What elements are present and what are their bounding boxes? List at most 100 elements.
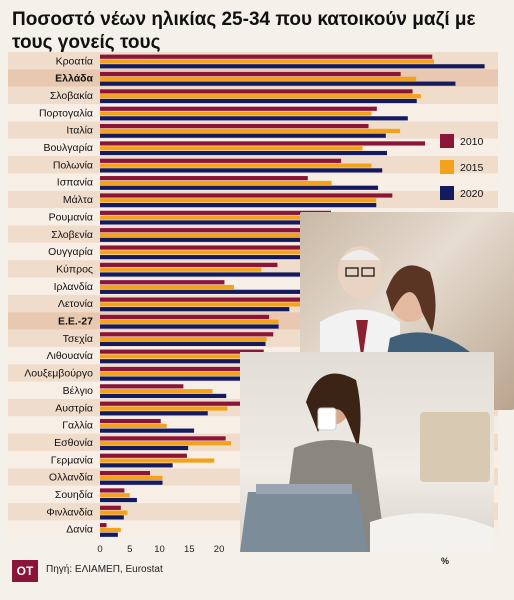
category-label: Λουξεμβούργο: [24, 368, 93, 380]
bar-2010: [100, 349, 264, 354]
bar-2015: [100, 232, 354, 238]
category-label: Ιταλία: [66, 125, 93, 137]
x-tick-label: 20: [214, 544, 225, 555]
woman-laptop-photo: [240, 352, 494, 552]
category-label: Σλοβακία: [50, 90, 93, 102]
bar-2020: [100, 185, 379, 190]
bar-2010: [100, 384, 184, 389]
bar-2015: [100, 527, 121, 533]
bar-2020: [100, 133, 386, 138]
category-label: Φινλανδία: [46, 506, 93, 518]
bar-2010: [100, 89, 413, 94]
category-label: Μάλτα: [63, 194, 93, 206]
bar-2020: [100, 168, 383, 173]
bar-2020: [100, 98, 417, 104]
bar-2020: [100, 341, 266, 346]
bar-2010: [100, 106, 377, 111]
x-tick-label: 5: [127, 544, 132, 555]
bar-2020: [100, 497, 137, 503]
bar-2015: [100, 146, 363, 151]
category-label: Ελλάδα: [55, 73, 93, 85]
bar-2020: [100, 116, 408, 121]
bar-2010: [100, 418, 161, 424]
bar-2010: [100, 262, 278, 267]
bar-2020: [100, 463, 173, 468]
bar-2010: [100, 366, 261, 372]
x-axis-label: %: [441, 556, 449, 566]
category-label: Κύπρος: [56, 263, 93, 275]
category-labels: Κροατία Ελλάδα Σλοβακία Πορτογαλία Ιταλία Βου…: [24, 55, 93, 535]
bar-2010: [100, 193, 393, 198]
bars: [100, 54, 485, 537]
bar-2015: [100, 111, 372, 116]
bar-2020: [100, 359, 264, 364]
bar-2010: [100, 488, 125, 493]
bar-2015: [100, 180, 332, 186]
bar-2010: [100, 297, 318, 302]
bar-2015: [100, 319, 279, 324]
source-note: Πηγή: ΕΛΙΑΜΕΠ, Eurostat: [46, 564, 163, 575]
bar-2020: [100, 237, 342, 242]
bar-2015: [100, 250, 337, 255]
bar-2015: [100, 510, 128, 515]
legend-label-2020: 2020: [460, 188, 484, 200]
bar-2015: [100, 76, 417, 81]
category-label: Ολλανδία: [49, 472, 93, 484]
category-label: Βουλγαρία: [43, 142, 93, 154]
bar-2015: [100, 389, 213, 394]
bar-2020: [100, 307, 290, 312]
category-label: Ιρλανδία: [54, 281, 93, 293]
bar-2015: [100, 337, 267, 342]
page-title: Ποσοστό νέων ηλικίας 25-34 που κατοικούν…: [12, 9, 476, 53]
category-label: Πολωνία: [53, 159, 93, 171]
bar-2015: [100, 493, 130, 498]
bar-2010: [100, 245, 327, 250]
bar-2015: [100, 215, 360, 220]
bar-2015: [100, 441, 231, 446]
bar-2015: [100, 371, 256, 376]
bar-2010: [100, 505, 121, 510]
bar-2010: [100, 280, 225, 285]
category-label: Λετονία: [58, 298, 93, 310]
bar-2015: [100, 302, 306, 307]
bar-2020: [100, 324, 279, 329]
legend-label-2010: 2010: [460, 136, 484, 148]
legend-label-2015: 2015: [460, 162, 484, 174]
bar-2020: [100, 81, 456, 86]
bar-2010: [100, 228, 339, 233]
legend-swatch-2015: [440, 160, 454, 174]
bar-2020: [100, 393, 227, 399]
bar-2020: [100, 64, 485, 69]
x-tick-label: 15: [184, 544, 195, 555]
bar-2015: [100, 354, 305, 359]
category-label: Ουγγαρία: [48, 246, 93, 258]
category-label: Σουηδία: [55, 489, 93, 501]
category-label: Εσθονία: [54, 437, 93, 449]
bar-2015: [100, 267, 262, 272]
bar-2010: [100, 54, 433, 59]
bar-2015: [100, 59, 435, 64]
bar-2010: [100, 523, 107, 528]
legend-swatch-2010: [440, 134, 454, 148]
x-tick-label: 10: [154, 544, 165, 555]
bar-2010: [100, 453, 187, 458]
bar-2015: [100, 475, 163, 480]
legend: 2010 2015 2020: [440, 134, 484, 200]
bar-2020: [100, 428, 195, 433]
bar-2010: [100, 314, 270, 320]
category-label: Τσεχία: [63, 333, 93, 345]
category-label: Ρουμανία: [49, 211, 93, 223]
bar-2020: [100, 203, 377, 208]
bar-2010: [100, 176, 308, 181]
bar-2020: [100, 272, 316, 277]
bar-2015: [100, 128, 401, 133]
bar-2010: [100, 401, 248, 406]
bar-2020: [100, 515, 124, 520]
category-label: Γαλλία: [62, 420, 93, 432]
x-tick-label: 0: [97, 544, 102, 555]
bar-2020: [100, 220, 352, 225]
bar-2010: [100, 158, 342, 163]
bar-2015: [100, 458, 215, 463]
category-label: Κροατία: [56, 55, 93, 67]
bar-2020: [100, 289, 302, 294]
